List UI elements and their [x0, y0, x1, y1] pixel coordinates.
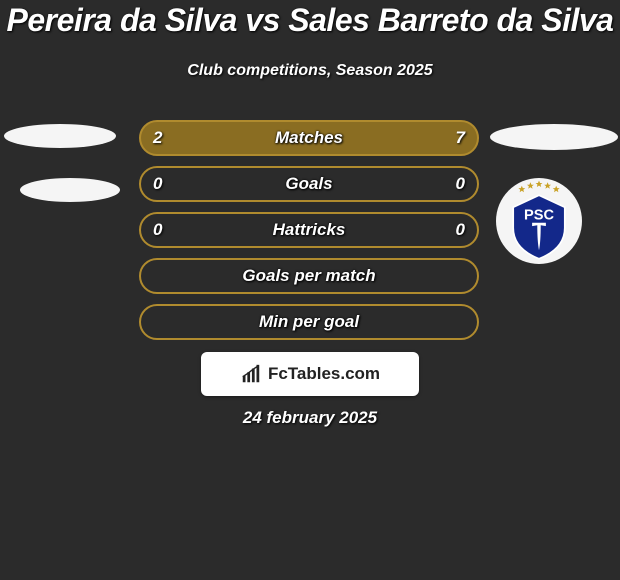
stat-label: Matches — [141, 128, 477, 148]
stat-label: Goals — [141, 174, 477, 194]
player-a-club-placeholder — [20, 178, 120, 202]
stat-row-min-per-goal: Min per goal — [139, 304, 479, 340]
stat-right-value: 7 — [456, 128, 465, 148]
player-b-club-crest: PSC — [496, 178, 582, 264]
stat-row-goals-per-match: Goals per match — [139, 258, 479, 294]
stat-label: Min per goal — [141, 312, 477, 332]
stat-right-value: 0 — [456, 220, 465, 240]
stat-row-goals: Goals0 0 — [139, 166, 479, 202]
stat-right-value: 0 — [456, 174, 465, 194]
page-title: Pereira da Silva vs Sales Barreto da Sil… — [0, 2, 620, 39]
stat-label: Hattricks — [141, 220, 477, 240]
stat-row-hattricks: Hattricks0 0 — [139, 212, 479, 248]
stat-left-value: 0 — [153, 220, 162, 240]
generation-date: 24 february 2025 — [0, 408, 620, 428]
stat-left-value: 2 — [153, 128, 162, 148]
watermark-badge: FcTables.com — [201, 352, 419, 396]
player-b-photo-placeholder — [490, 124, 618, 150]
barline-chart-icon — [240, 363, 262, 385]
player-a-photo-placeholder — [4, 124, 116, 148]
svg-text:PSC: PSC — [524, 207, 554, 223]
stat-left-value: 0 — [153, 174, 162, 194]
page-subtitle: Club competitions, Season 2025 — [0, 62, 620, 80]
stat-label: Goals per match — [141, 266, 477, 286]
watermark-text: FcTables.com — [268, 364, 380, 384]
stat-row-matches: Matches2 7 — [139, 120, 479, 156]
club-crest-svg: PSC — [496, 178, 582, 264]
